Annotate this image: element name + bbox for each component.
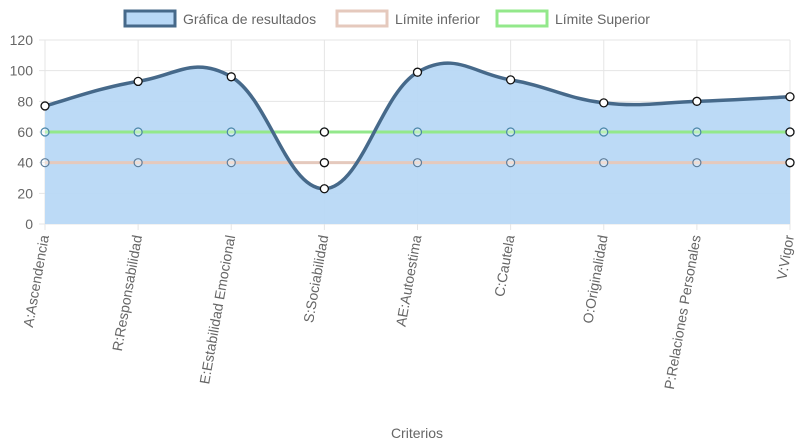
edge-limit-point[interactable] — [785, 127, 795, 137]
upper-limit-point[interactable] — [412, 127, 423, 137]
legend-label[interactable]: Límite Superior — [555, 11, 650, 27]
results-point[interactable] — [226, 72, 236, 82]
y-tick-label: 80 — [17, 93, 33, 109]
y-tick-label: 100 — [10, 63, 34, 79]
y-tick-label: 0 — [25, 216, 33, 232]
lower-limit-point[interactable] — [412, 158, 423, 168]
results-point[interactable] — [692, 96, 702, 106]
y-tick-label: 20 — [17, 185, 33, 201]
x-tick-label: P:Relaciones Personales — [661, 234, 704, 391]
results-point[interactable] — [412, 67, 423, 77]
results-point[interactable] — [785, 92, 795, 102]
x-axis-title: Criterios — [391, 425, 443, 441]
series-layer — [44, 61, 791, 224]
lower-limit-point[interactable] — [599, 158, 609, 168]
upper-limit-point[interactable] — [692, 127, 702, 137]
results-point[interactable] — [505, 75, 516, 85]
legend-swatch[interactable] — [335, 9, 389, 28]
upper-limit-point-outside[interactable] — [319, 127, 330, 137]
lower-limit-point[interactable] — [133, 158, 143, 168]
legend-swatch[interactable] — [123, 9, 177, 28]
legend-label[interactable]: Gráfica de resultados — [183, 11, 316, 27]
results-point[interactable] — [133, 76, 143, 87]
lower-limit-point[interactable] — [226, 158, 236, 168]
y-tick-label: 40 — [17, 155, 33, 171]
x-tick-label: C:Cautela — [491, 234, 518, 298]
upper-limit-point[interactable] — [133, 127, 143, 137]
x-axis-ticks: A:Ascendencia R:Responsabilidad E:Estabili… — [20, 233, 795, 390]
y-axis-ticks: 0 20 40 60 80 100 120 — [10, 32, 34, 232]
x-tick-label: O:Originalidad — [579, 234, 610, 325]
lower-limit-point[interactable] — [40, 158, 50, 168]
results-line — [44, 61, 791, 191]
lower-limit-point-outside[interactable] — [319, 158, 330, 168]
upper-limit-point[interactable] — [40, 127, 50, 137]
points-layer — [40, 67, 795, 194]
results-point[interactable] — [599, 98, 609, 108]
x-tick-label: V:Vigor — [773, 233, 795, 281]
y-tick-label: 60 — [17, 124, 33, 140]
y-tick-label: 120 — [10, 32, 34, 48]
chart-legend: Gráfica de resultados Límite inferior Lími… — [123, 9, 650, 28]
x-tick-label: S:Sociabilidad — [300, 234, 331, 324]
upper-limit-point[interactable] — [506, 127, 516, 137]
edge-limit-point[interactable] — [785, 158, 795, 168]
x-tick-label: AE:Autoestima — [393, 234, 425, 328]
x-tick-label: E:Estabilidad Emocional — [196, 234, 238, 385]
results-point[interactable] — [40, 101, 50, 111]
lower-limit-point[interactable] — [506, 158, 516, 168]
x-tick-label: R:Responsabilidad — [109, 234, 145, 353]
upper-limit-point[interactable] — [599, 127, 609, 137]
results-point[interactable] — [319, 184, 330, 194]
x-tick-label: A:Ascendencia — [20, 234, 52, 329]
results-area-fill — [45, 63, 790, 224]
legend-label[interactable]: Límite inferior — [395, 11, 480, 27]
lower-limit-point[interactable] — [692, 158, 702, 168]
upper-limit-point[interactable] — [226, 127, 236, 137]
legend-swatch[interactable] — [495, 9, 549, 28]
